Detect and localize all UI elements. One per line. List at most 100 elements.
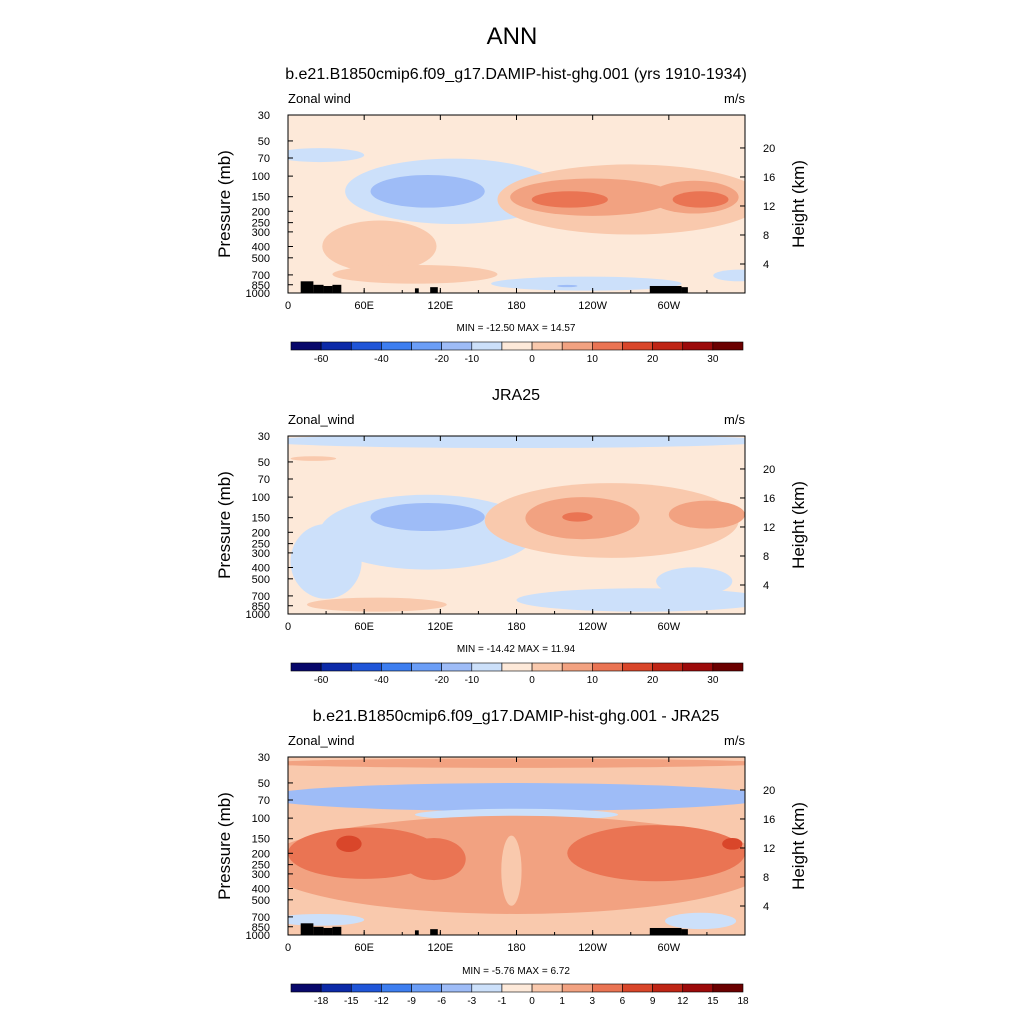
colorbar-swatch — [381, 341, 412, 351]
contour-field — [288, 757, 745, 935]
panel-2-height-axis-label: Height (km) — [789, 481, 808, 569]
colorbar-label: 1 — [559, 996, 565, 1007]
panel-2-variable-label: Zonal_wind — [288, 412, 355, 427]
x-tick-label: 180 — [507, 300, 525, 312]
y-tick-label: 500 — [252, 253, 270, 265]
colorbar-swatch — [622, 662, 653, 672]
panel-1-title: b.e21.B1850cmip6.f09_g17.DAMIP-hist-ghg.… — [285, 66, 747, 83]
colorbar-swatch — [441, 983, 473, 993]
contour-region — [668, 500, 745, 529]
topography-block — [681, 287, 688, 293]
topography-block — [313, 284, 324, 293]
colorbar-label: 30 — [707, 354, 719, 365]
colorbar-swatch — [682, 662, 714, 672]
colorbar-swatch — [652, 341, 684, 351]
colorbar-swatch — [682, 341, 714, 351]
panel-2-units-label: m/s — [724, 412, 745, 427]
colorbar-label: -10 — [465, 354, 480, 365]
colorbar-swatch — [561, 662, 593, 672]
colorbar-swatch — [531, 983, 563, 993]
colorbar-label: 6 — [620, 996, 626, 1007]
colorbar-label: 0 — [529, 996, 535, 1007]
colorbar-swatch — [501, 662, 533, 672]
height-tick-label: 12 — [763, 201, 775, 213]
panel-1-height-axis-label: Height (km) — [789, 160, 808, 248]
colorbar-label: -20 — [434, 675, 449, 686]
topography-block — [313, 926, 324, 935]
colorbar-label: 18 — [737, 996, 749, 1007]
height-tick-label: 16 — [763, 172, 775, 184]
topography-block — [323, 927, 333, 935]
y-tick-label: 30 — [258, 110, 270, 122]
contour-region — [336, 835, 362, 853]
y-tick-label: 200 — [252, 527, 270, 539]
colorbar-label: 12 — [677, 996, 689, 1007]
colorbar-label: 0 — [529, 675, 535, 686]
topography-block — [430, 287, 438, 293]
colorbar-swatch — [441, 341, 473, 351]
colorbar-label: -40 — [374, 675, 389, 686]
topography-block — [414, 930, 419, 935]
y-tick-label: 850 — [252, 601, 270, 613]
contour-region — [562, 512, 593, 522]
contour-region — [656, 567, 733, 596]
x-tick-label: 120E — [427, 942, 453, 954]
x-tick-label: 120W — [578, 942, 607, 954]
x-tick-label: 60W — [658, 942, 681, 954]
colorbar-swatch — [561, 983, 593, 993]
height-tick-label: 12 — [763, 843, 775, 855]
height-tick-label: 16 — [763, 814, 775, 826]
panel-3: b.e21.B1850cmip6.f09_g17.DAMIP-hist-ghg.… — [215, 708, 808, 1007]
y-tick-label: 400 — [252, 241, 270, 253]
colorbar-swatch — [471, 341, 503, 351]
topography-block — [430, 929, 438, 935]
colorbar-swatch — [320, 983, 352, 993]
colorbar-swatch — [350, 983, 382, 993]
topography-block — [300, 281, 314, 293]
contour-region — [370, 174, 485, 208]
panel-3-height-axis-label: Height (km) — [789, 802, 808, 890]
x-tick-label: 0 — [285, 621, 291, 633]
height-tick-label: 4 — [763, 580, 769, 592]
colorbar-swatch — [320, 341, 352, 351]
y-tick-label: 700 — [252, 912, 270, 924]
x-tick-label: 120E — [427, 621, 453, 633]
y-tick-label: 70 — [258, 153, 270, 165]
y-tick-label: 70 — [258, 795, 270, 807]
colorbar-swatch — [531, 341, 563, 351]
y-tick-label: 50 — [258, 136, 270, 148]
y-tick-label: 250 — [252, 218, 270, 230]
panel-2-pressure-axis-label: Pressure (mb) — [215, 471, 234, 579]
colorbar-swatch — [320, 662, 352, 672]
colorbar-label: 10 — [587, 675, 599, 686]
colorbar-swatch — [592, 662, 623, 672]
y-tick-label: 200 — [252, 848, 270, 860]
colorbar-swatch — [592, 341, 623, 351]
panel-3-title: b.e21.B1850cmip6.f09_g17.DAMIP-hist-ghg.… — [313, 708, 720, 725]
topography-block — [323, 285, 333, 293]
y-tick-label: 300 — [252, 548, 270, 560]
colorbar-label: -12 — [374, 996, 389, 1007]
panel-1-colorbar: -60 -40 -20 -10 0 10 20 30 — [290, 341, 744, 365]
colorbar-swatch — [531, 662, 563, 672]
colorbar-label: 0 — [529, 354, 535, 365]
y-tick-label: 700 — [252, 270, 270, 282]
y-tick-label: 300 — [252, 227, 270, 239]
contour-region — [288, 913, 365, 926]
panel-2: JRA25 Zonal_wind m/s Pressure (mb) Heigh… — [215, 387, 808, 686]
contour-region — [288, 148, 365, 163]
colorbar-swatch — [350, 341, 382, 351]
x-tick-label: 0 — [285, 942, 291, 954]
colorbar-label: -60 — [314, 354, 329, 365]
panel-3-colorbar: -18 -15 -12 -9 -6 -3 -1 0 1 3 6 9 12 15 18 — [290, 983, 749, 1007]
colorbar-label: 20 — [647, 354, 659, 365]
topography-block — [332, 926, 342, 935]
contour-region — [665, 912, 737, 930]
x-tick-label: 60W — [658, 621, 681, 633]
colorbar-swatch — [592, 983, 623, 993]
colorbar-swatch — [622, 983, 653, 993]
colorbar-swatch — [381, 662, 412, 672]
panel-3-units-label: m/s — [724, 733, 745, 748]
contour-region — [491, 276, 682, 291]
